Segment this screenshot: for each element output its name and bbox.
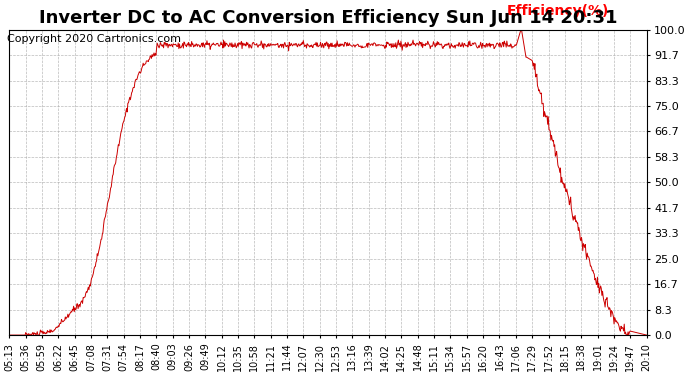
Text: Copyright 2020 Cartronics.com: Copyright 2020 Cartronics.com bbox=[7, 34, 181, 44]
Title: Inverter DC to AC Conversion Efficiency Sun Jun 14 20:31: Inverter DC to AC Conversion Efficiency … bbox=[39, 9, 617, 27]
Text: Efficiency(%): Efficiency(%) bbox=[506, 3, 609, 18]
